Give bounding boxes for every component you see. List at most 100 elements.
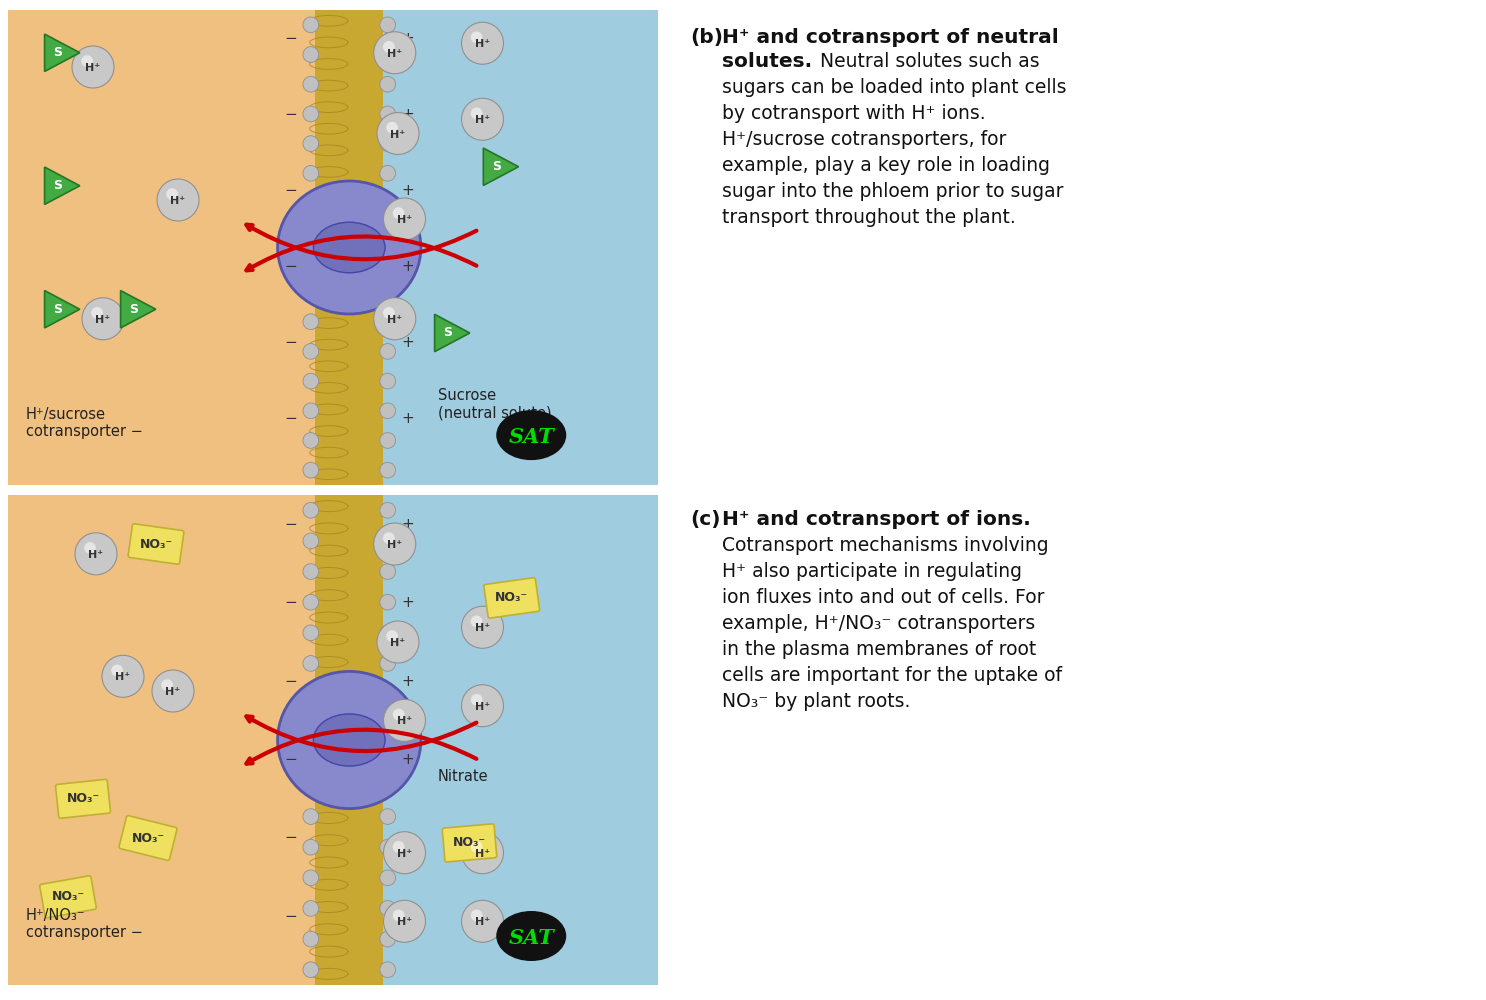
Circle shape: [380, 17, 395, 33]
Text: −: −: [285, 674, 297, 689]
Circle shape: [471, 616, 483, 627]
Text: H⁺: H⁺: [388, 540, 403, 550]
Circle shape: [91, 307, 103, 319]
Polygon shape: [45, 167, 80, 204]
Text: H⁺: H⁺: [116, 672, 131, 682]
Circle shape: [383, 832, 425, 874]
Text: H⁺/sucrose
cotransporter −: H⁺/sucrose cotransporter −: [25, 407, 143, 439]
Text: +: +: [401, 411, 413, 426]
Text: +: +: [401, 259, 413, 274]
Text: sugars can be loaded into plant cells: sugars can be loaded into plant cells: [722, 78, 1067, 97]
FancyBboxPatch shape: [484, 578, 539, 618]
Text: NO₃⁻: NO₃⁻: [495, 591, 529, 604]
Circle shape: [383, 699, 425, 741]
Text: H⁺: H⁺: [391, 130, 406, 140]
Text: H⁺: H⁺: [89, 550, 104, 560]
Bar: [7, 10, 349, 485]
FancyBboxPatch shape: [128, 524, 184, 564]
Text: H⁺ and cotransport of neutral: H⁺ and cotransport of neutral: [722, 28, 1058, 47]
Text: S: S: [492, 160, 501, 173]
Circle shape: [166, 188, 178, 200]
Circle shape: [380, 403, 395, 419]
Text: −: −: [285, 259, 297, 274]
Text: transport throughout the plant.: transport throughout the plant.: [722, 208, 1016, 227]
Text: +: +: [401, 335, 413, 350]
Text: by cotransport with H⁺ ions.: by cotransport with H⁺ ions.: [722, 104, 985, 123]
Text: H⁺: H⁺: [85, 63, 101, 73]
Text: −: −: [285, 909, 297, 924]
Text: +: +: [401, 517, 413, 532]
Text: cells are important for the uptake of: cells are important for the uptake of: [722, 666, 1062, 685]
Text: +: +: [401, 909, 413, 924]
Circle shape: [303, 962, 318, 978]
Circle shape: [380, 901, 395, 916]
Circle shape: [380, 344, 395, 359]
Circle shape: [303, 284, 318, 300]
Circle shape: [380, 284, 395, 300]
Text: S: S: [129, 303, 138, 316]
Circle shape: [380, 625, 395, 641]
Circle shape: [462, 606, 504, 648]
Bar: [7, 495, 349, 985]
Ellipse shape: [496, 911, 566, 961]
Circle shape: [380, 225, 395, 241]
Circle shape: [380, 839, 395, 855]
Circle shape: [303, 901, 318, 916]
Circle shape: [303, 747, 318, 763]
Text: H⁺: H⁺: [95, 315, 110, 325]
Circle shape: [471, 694, 483, 706]
Circle shape: [462, 98, 504, 140]
Text: −: −: [285, 411, 297, 426]
Text: +: +: [401, 183, 413, 198]
Circle shape: [303, 106, 318, 122]
Text: in the plasma membranes of root: in the plasma membranes of root: [722, 640, 1036, 659]
Text: H⁺: H⁺: [397, 215, 412, 225]
Bar: [315, 495, 383, 985]
Circle shape: [380, 195, 395, 211]
Text: NO₃⁻: NO₃⁻: [52, 890, 85, 903]
Text: −: −: [285, 830, 297, 846]
Circle shape: [380, 47, 395, 62]
Bar: [7, 485, 658, 495]
Circle shape: [383, 307, 395, 319]
Circle shape: [303, 17, 318, 33]
Circle shape: [303, 870, 318, 886]
Polygon shape: [434, 314, 470, 352]
Text: −: −: [285, 595, 297, 610]
Circle shape: [462, 685, 504, 727]
Text: +: +: [401, 830, 413, 846]
Circle shape: [462, 22, 504, 64]
Circle shape: [471, 31, 483, 43]
Bar: [315, 10, 383, 485]
Text: (b): (b): [690, 28, 724, 47]
Text: +: +: [401, 107, 413, 122]
Text: −: −: [285, 517, 297, 532]
Text: +: +: [401, 752, 413, 767]
Text: +: +: [401, 31, 413, 46]
Text: NO₃⁻ by plant roots.: NO₃⁻ by plant roots.: [722, 692, 911, 711]
Text: Neutral solutes such as: Neutral solutes such as: [814, 52, 1040, 71]
Circle shape: [383, 198, 425, 240]
Circle shape: [377, 112, 419, 154]
Polygon shape: [45, 34, 80, 71]
Text: example, H⁺/NO₃⁻ cotransporters: example, H⁺/NO₃⁻ cotransporters: [722, 614, 1036, 633]
Circle shape: [303, 686, 318, 702]
Text: NO₃⁻: NO₃⁻: [140, 538, 172, 550]
Text: H⁺/NO₃⁻
cotransporter −: H⁺/NO₃⁻ cotransporter −: [25, 908, 143, 940]
Text: sugar into the phloem prior to sugar: sugar into the phloem prior to sugar: [722, 182, 1064, 201]
Text: H⁺: H⁺: [476, 115, 490, 125]
Circle shape: [303, 931, 318, 947]
Circle shape: [85, 542, 97, 554]
Circle shape: [303, 47, 318, 62]
Text: H⁺: H⁺: [476, 917, 490, 927]
Circle shape: [303, 564, 318, 579]
Text: S: S: [443, 326, 452, 340]
Text: NO₃⁻: NO₃⁻: [131, 832, 165, 844]
Circle shape: [380, 165, 395, 181]
Text: example, play a key role in loading: example, play a key role in loading: [722, 156, 1051, 175]
Polygon shape: [483, 148, 519, 185]
Circle shape: [71, 46, 114, 88]
Circle shape: [303, 165, 318, 181]
Ellipse shape: [278, 181, 421, 314]
Ellipse shape: [496, 410, 566, 460]
